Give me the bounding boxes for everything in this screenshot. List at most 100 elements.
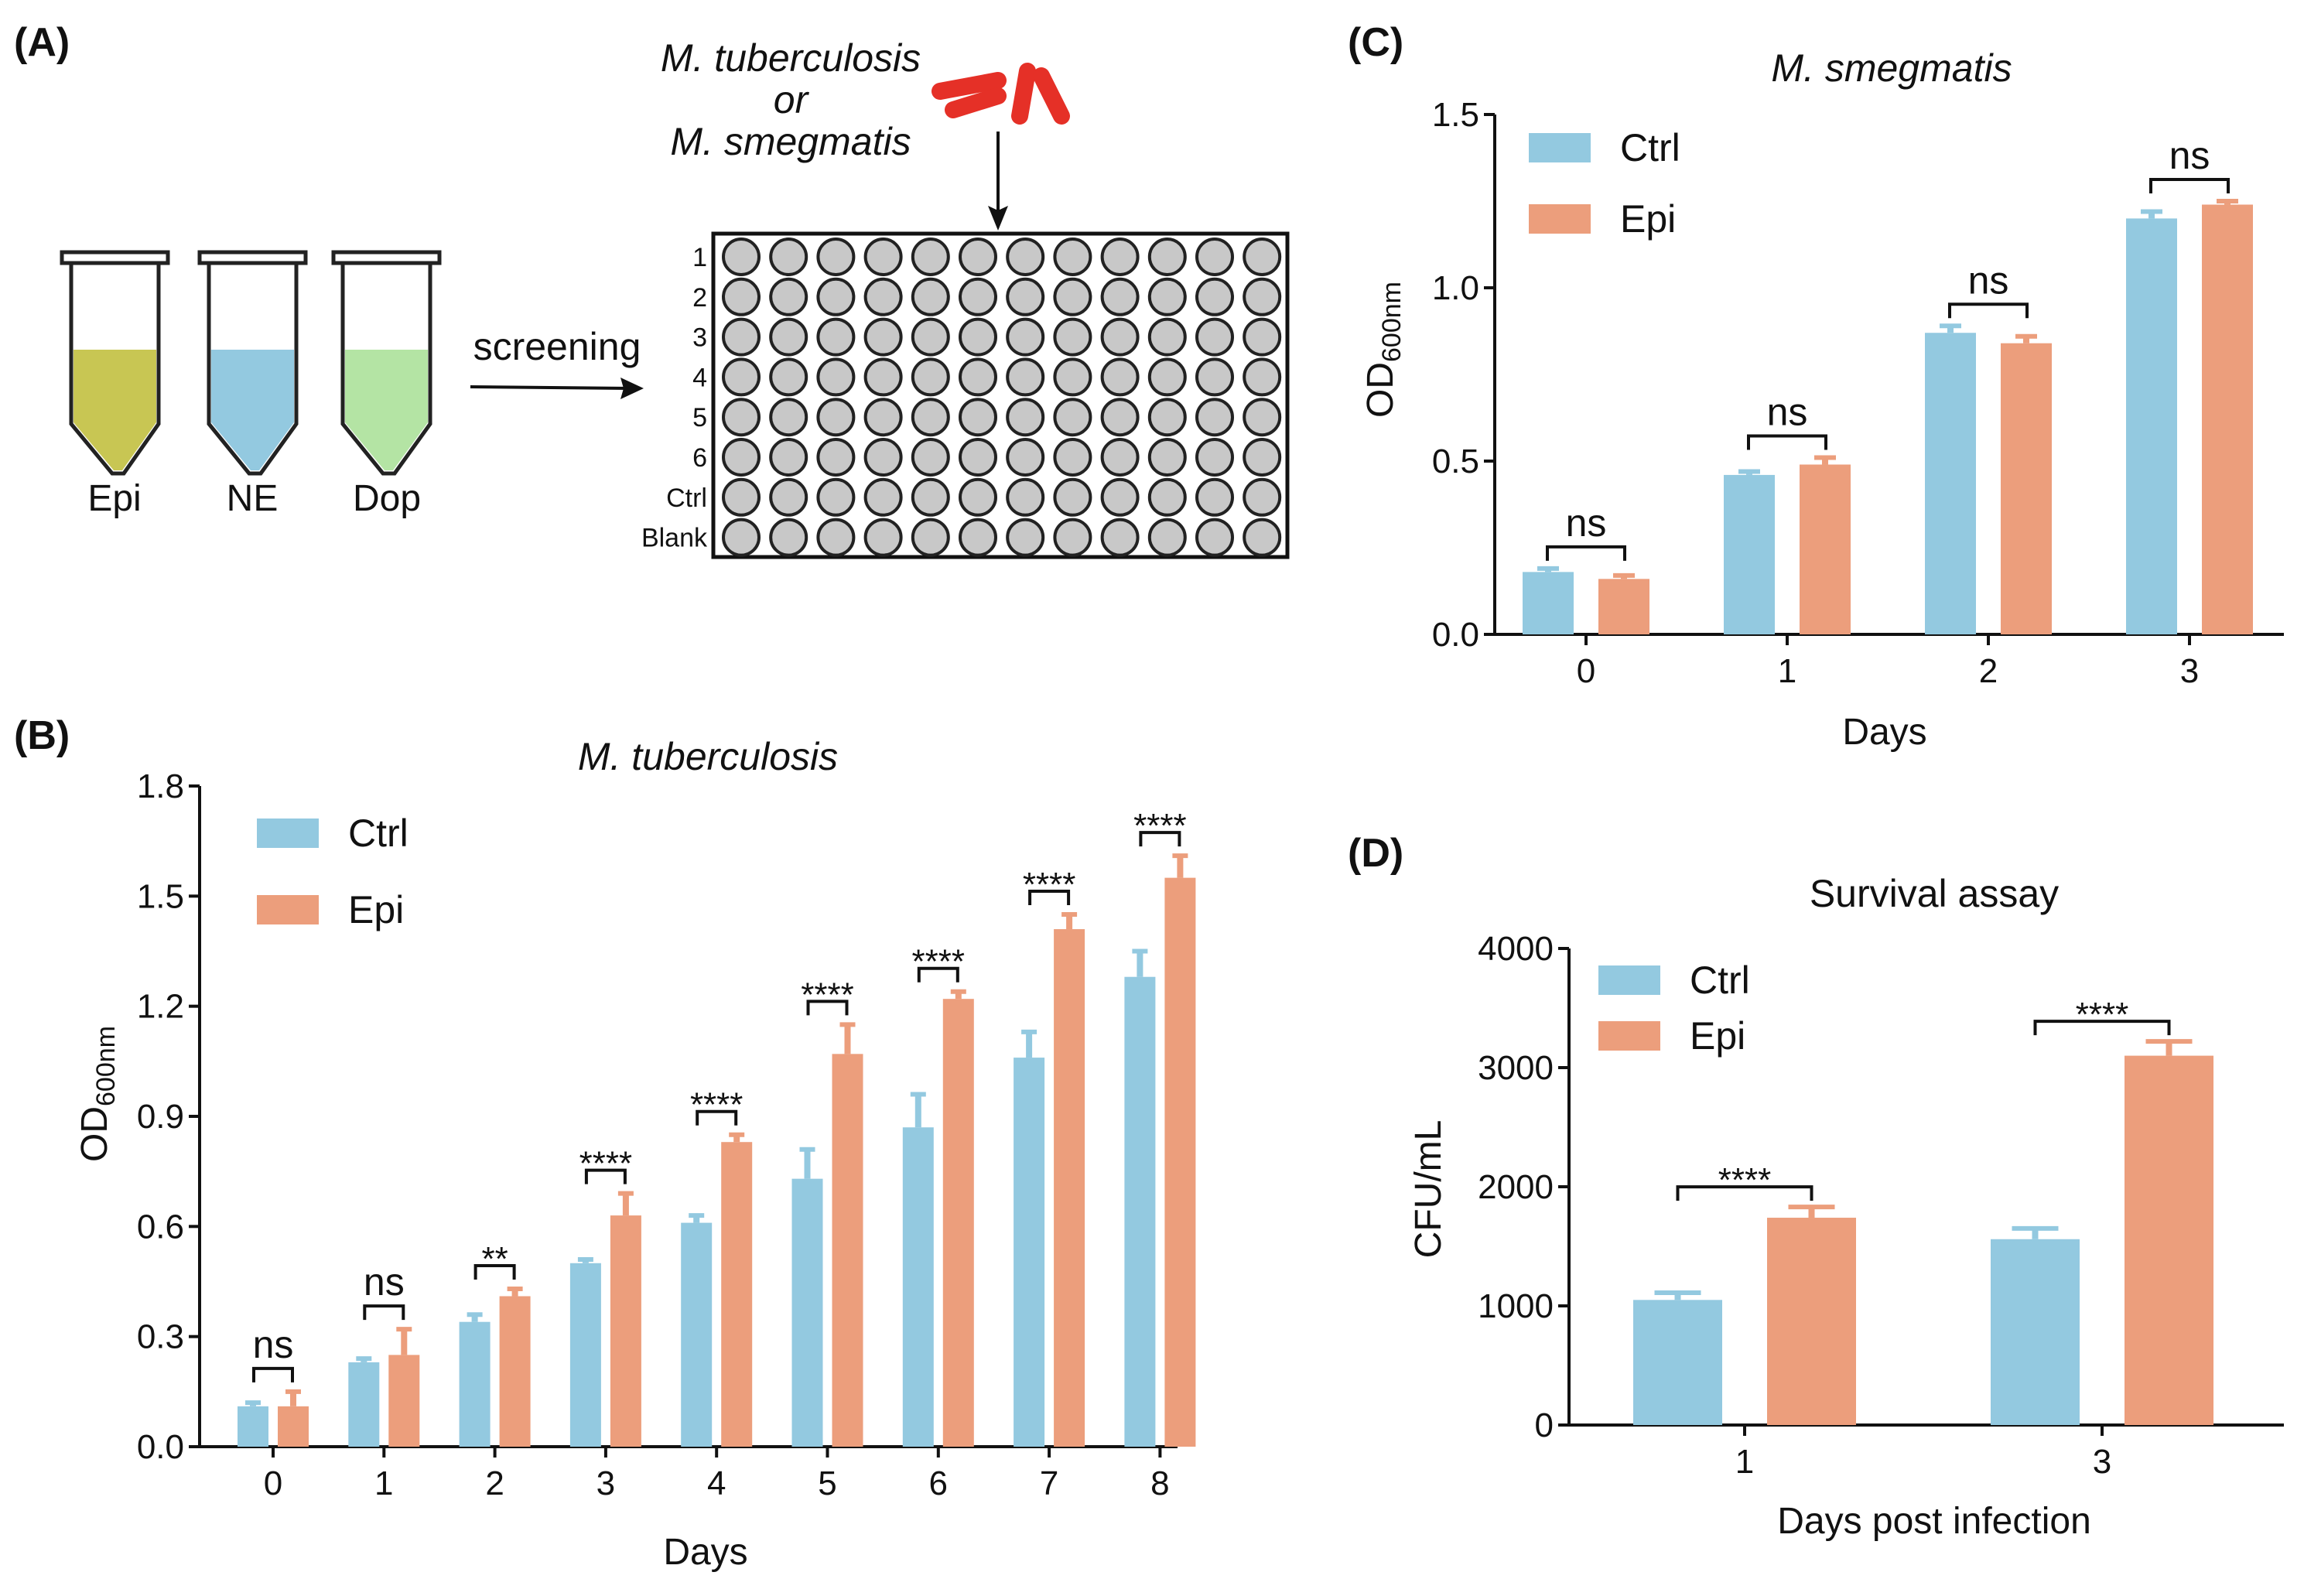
plate-well bbox=[959, 438, 997, 477]
x-tick-label: 3 bbox=[2093, 1443, 2111, 1481]
y-tick-label: 1.0 bbox=[1432, 269, 1479, 307]
plate-row-label: Blank bbox=[641, 524, 708, 553]
plate-well bbox=[722, 518, 761, 557]
plate-well bbox=[1006, 398, 1045, 437]
plate-row-label: 4 bbox=[692, 363, 707, 392]
plate-row-label: 5 bbox=[692, 403, 707, 432]
chart-d-xlabel: Days post infection bbox=[1777, 1501, 2091, 1542]
x-tick-label: 1 bbox=[1778, 652, 1796, 690]
plate-well bbox=[1006, 477, 1045, 517]
chart-b-title: M. tuberculosis bbox=[578, 735, 838, 778]
y-tick-label: 1.8 bbox=[137, 767, 184, 805]
plate-well bbox=[863, 357, 903, 397]
significance-label: ns bbox=[1566, 501, 1607, 545]
panel-a-label: (A) bbox=[14, 20, 70, 65]
significance-bracket bbox=[806, 1000, 849, 1016]
bar-ctrl bbox=[459, 1321, 491, 1447]
chart-b: 0.0 0.3 0.6 0.9 1.2 1.5 1.8 0 ns 1 ns 2 ** 3 **** 4 ****… bbox=[137, 767, 1196, 1502]
y-tick-label: 0 bbox=[1535, 1406, 1554, 1444]
significance-bracket bbox=[584, 1168, 627, 1184]
plate-well bbox=[722, 317, 761, 357]
significance-bracket bbox=[2033, 1020, 2171, 1036]
bar-ctrl bbox=[569, 1263, 601, 1447]
tube-label-ne: NE bbox=[227, 478, 279, 519]
bacteria-name-or: or bbox=[774, 78, 810, 121]
plate-well bbox=[1100, 357, 1140, 397]
chart-d-title: Survival assay bbox=[1810, 872, 2059, 915]
plate-well bbox=[1243, 357, 1282, 397]
bar-ctrl bbox=[1124, 976, 1156, 1447]
significance-label: **** bbox=[579, 1145, 633, 1183]
ne-tube-liquid bbox=[211, 350, 294, 470]
plate-well bbox=[722, 438, 761, 477]
plate-well bbox=[911, 317, 950, 357]
legend-swatch-ctrl bbox=[257, 819, 319, 848]
y-tick-label: 2000 bbox=[1478, 1168, 1554, 1206]
plate-row-label: Ctrl bbox=[666, 484, 707, 513]
plate-well bbox=[1006, 438, 1045, 477]
significance-bracket bbox=[917, 966, 959, 983]
plate-well bbox=[1053, 357, 1092, 397]
plate-row-label: 6 bbox=[692, 443, 707, 473]
96-well-plate bbox=[711, 231, 1290, 559]
legend-label-epi: Epi bbox=[1690, 1014, 1745, 1058]
significance-label: ns bbox=[253, 1323, 294, 1366]
significance-label: ** bbox=[481, 1240, 508, 1278]
plate-well bbox=[769, 518, 808, 557]
plate-well bbox=[1006, 238, 1045, 276]
legend-label-epi: Epi bbox=[1620, 197, 1676, 241]
bar-epi bbox=[1054, 929, 1085, 1447]
significance-label: ns bbox=[1767, 391, 1808, 434]
y-tick-label: 1.2 bbox=[137, 988, 184, 1026]
plate-well bbox=[1243, 238, 1282, 276]
plate-well bbox=[863, 317, 903, 357]
significance-label: ns bbox=[1968, 258, 2009, 302]
plate-well bbox=[722, 477, 761, 517]
plate-well bbox=[1100, 518, 1140, 557]
y-tick-label: 1000 bbox=[1478, 1287, 1554, 1325]
plate-well bbox=[722, 238, 761, 276]
significance-label: ns bbox=[2169, 134, 2210, 177]
tube-label-dop: Dop bbox=[353, 478, 421, 519]
plate-row-labels: 1 2 3 4 5 6 Ctrl Blank bbox=[641, 243, 708, 553]
plate-well bbox=[816, 438, 856, 477]
screening-arrowhead bbox=[620, 378, 644, 399]
dop-tube-liquid bbox=[345, 350, 428, 470]
chart-d-ylabel: CFU/mL bbox=[1408, 1120, 1449, 1259]
chart-c-xlabel: Days bbox=[1842, 712, 1926, 753]
plate-well bbox=[1195, 477, 1234, 517]
x-tick-label: 2 bbox=[1979, 652, 1998, 690]
bacteria-name-1: M. tuberculosis bbox=[661, 36, 921, 80]
bar-epi bbox=[1800, 464, 1851, 634]
plate-well bbox=[959, 317, 997, 357]
tube-label-epi: Epi bbox=[87, 478, 141, 519]
y-tick-label: 0.0 bbox=[137, 1428, 184, 1466]
chart-d: 0 1000 2000 3000 4000 1 **** 3 **** Ctrl Epi bbox=[1478, 930, 2284, 1481]
x-tick-label: 8 bbox=[1150, 1464, 1169, 1502]
plate-well bbox=[769, 277, 808, 316]
bar-epi bbox=[388, 1355, 420, 1447]
legend-label-epi: Epi bbox=[348, 888, 404, 931]
plate-well bbox=[769, 357, 808, 397]
plate-well bbox=[959, 477, 997, 517]
y-tick-label: 4000 bbox=[1478, 930, 1554, 968]
screening-arrow bbox=[470, 385, 631, 390]
significance-bracket bbox=[2149, 178, 2230, 193]
plate-well bbox=[1195, 277, 1234, 316]
plate-well bbox=[1243, 317, 1282, 357]
bacteria-name-2: M. smegmatis bbox=[670, 120, 911, 163]
plate-well bbox=[1053, 277, 1092, 316]
chart-b-xlabel: Days bbox=[663, 1532, 747, 1573]
bar-ctrl bbox=[681, 1222, 713, 1447]
plate-well bbox=[911, 277, 950, 316]
plate-well bbox=[863, 238, 903, 276]
plate-well bbox=[911, 438, 950, 477]
legend-swatch-epi bbox=[1529, 204, 1591, 234]
plate-well bbox=[1147, 477, 1187, 517]
plate-well bbox=[1006, 357, 1045, 397]
bar-ctrl bbox=[1724, 474, 1775, 634]
legend-label-ctrl: Ctrl bbox=[348, 812, 408, 855]
x-tick-label: 5 bbox=[818, 1464, 836, 1502]
plate-well bbox=[863, 277, 903, 316]
